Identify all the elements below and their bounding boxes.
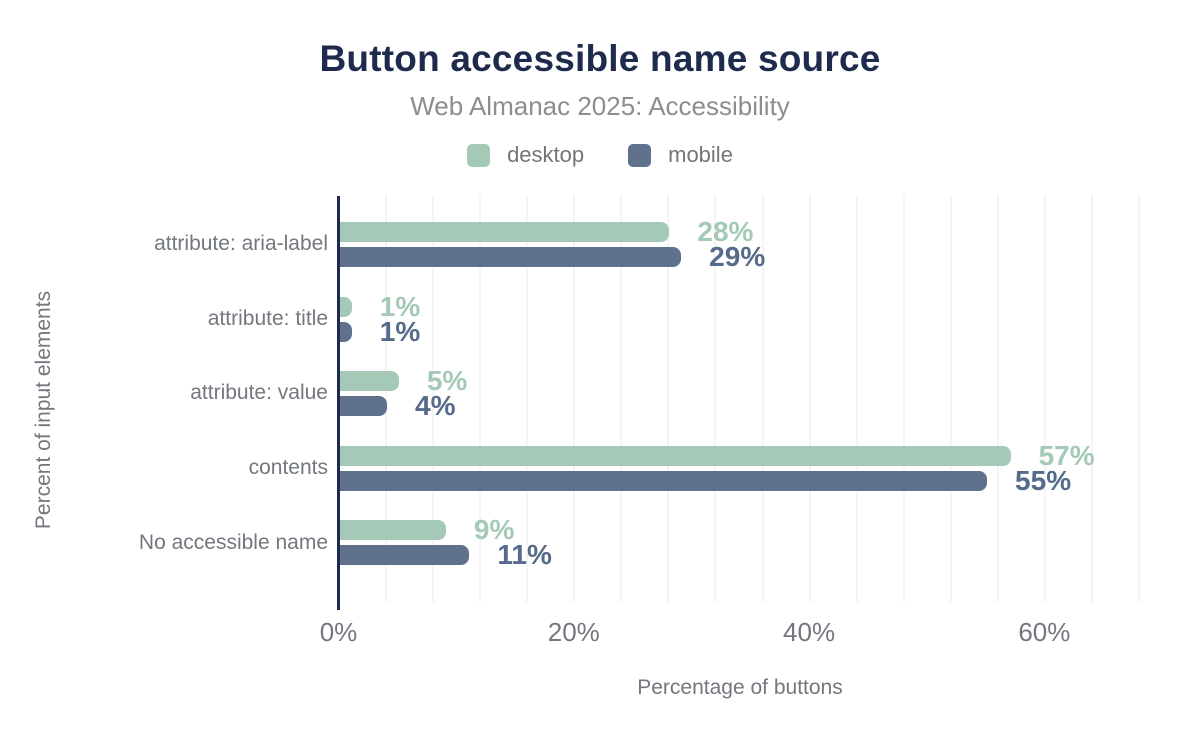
gridline-12 — [479, 195, 482, 602]
bar-mobile-5 — [340, 545, 470, 566]
value-label-mobile-1: 29% — [709, 241, 766, 272]
gridline-56 — [996, 195, 999, 602]
value-label-desktop-2: 1% — [379, 290, 421, 322]
value-label-desktop-5: 9% — [473, 514, 515, 546]
legend-item-mobile: mobile — [628, 142, 733, 168]
value-label-mobile-2: 1% — [379, 315, 421, 347]
bar-desktop-5 — [340, 520, 446, 541]
legend-item-desktop: desktop — [467, 142, 584, 168]
y-axis-line — [337, 196, 340, 610]
y-axis-title: Percent of input elements — [32, 290, 55, 530]
category-label-3: attribute: value — [190, 381, 328, 405]
gridline-64 — [1090, 195, 1093, 602]
category-label-2: attribute: title — [207, 306, 328, 330]
gridline-16 — [526, 195, 529, 602]
gridline-24 — [620, 195, 623, 602]
chart-title: Button accessible name source — [319, 38, 881, 79]
gridline-52 — [949, 195, 952, 602]
value-label-desktop-4: 57% — [1038, 439, 1095, 471]
value-label-desktop-3: 5% — [426, 365, 468, 397]
x-tick-label-40: 40% — [783, 617, 836, 647]
category-label-5: No accessible name — [138, 530, 328, 554]
gridline-28 — [667, 195, 670, 602]
bar-mobile-2 — [340, 321, 352, 342]
bar-mobile-4 — [340, 470, 988, 491]
bar-desktop-2 — [340, 296, 352, 317]
chart-subtitle: Web Almanac 2025: Accessibility — [410, 91, 790, 121]
category-label-4: contents — [248, 456, 328, 480]
legend: desktop mobile — [0, 142, 1200, 168]
bar-mobile-1 — [340, 247, 682, 267]
gridline-32 — [714, 195, 717, 602]
gridline-36 — [761, 195, 764, 602]
x-tick-label-20: 20% — [547, 617, 600, 647]
x-tick-label-0: 0% — [319, 617, 358, 647]
gridline-4 — [385, 195, 388, 602]
bar-desktop-4 — [340, 445, 1011, 466]
legend-label-mobile: mobile — [668, 142, 733, 167]
gridline-48 — [902, 195, 905, 602]
value-label-mobile-5: 11% — [497, 539, 552, 571]
x-axis-title: Percentage of buttons — [637, 676, 843, 699]
gridline-60 — [1043, 195, 1046, 602]
value-label-desktop-1: 28% — [697, 216, 754, 247]
x-tick-label-60: 60% — [1018, 617, 1071, 647]
legend-swatch-mobile — [628, 143, 652, 167]
bar-desktop-1 — [340, 222, 670, 242]
value-label-mobile-3: 4% — [415, 390, 456, 422]
gridline-68 — [1138, 195, 1140, 602]
category-label-1: attribute: aria-label — [154, 232, 328, 256]
gridline-20 — [573, 195, 576, 602]
value-label-mobile-4: 55% — [1015, 464, 1072, 496]
gridline-8 — [432, 195, 435, 602]
gridline-44 — [855, 195, 858, 602]
legend-label-desktop: desktop — [507, 142, 585, 167]
bar-mobile-3 — [340, 396, 388, 417]
bar-desktop-3 — [340, 371, 399, 392]
gridline-40 — [808, 195, 811, 602]
legend-swatch-desktop — [467, 143, 491, 167]
